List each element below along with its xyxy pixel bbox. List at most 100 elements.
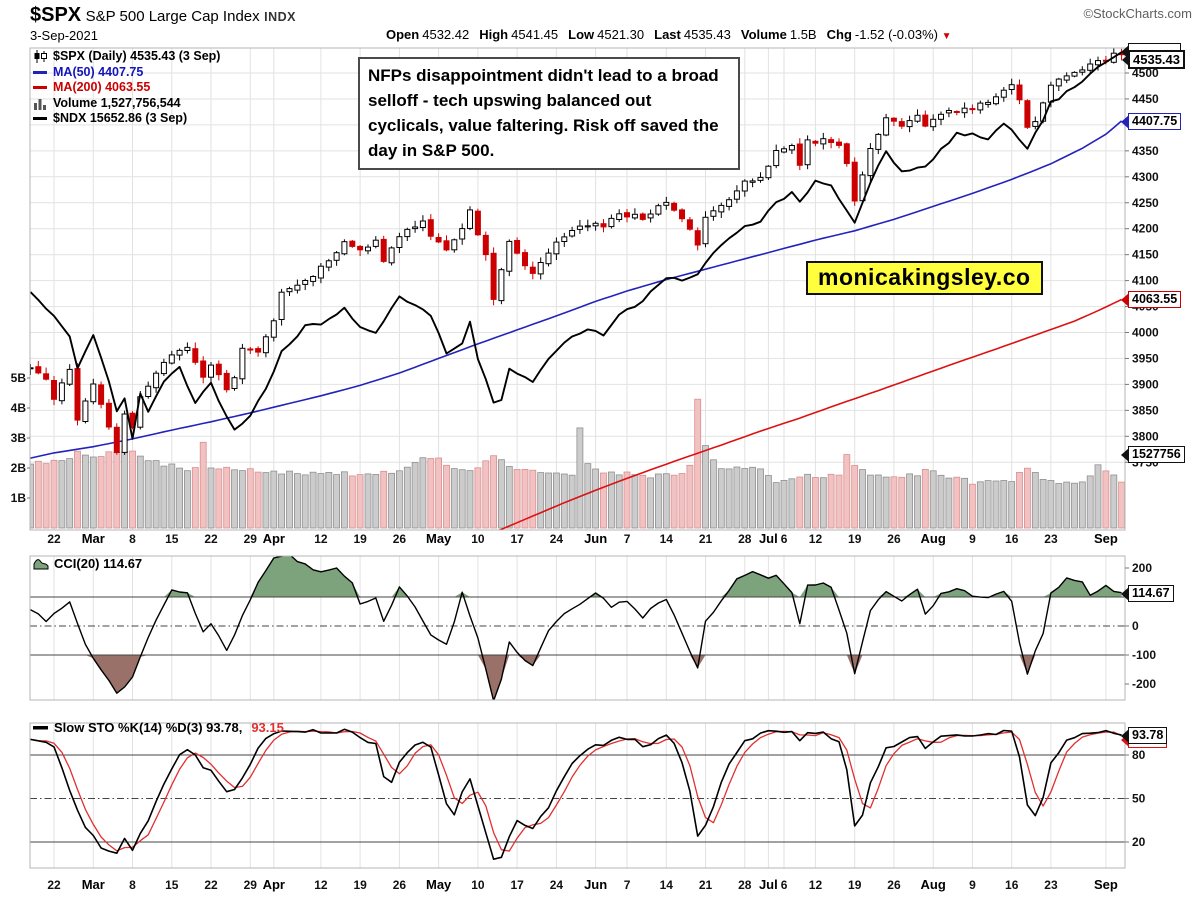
cci-tick-label: 0	[1132, 619, 1139, 633]
cci-area-icon	[33, 559, 49, 570]
price-tick-label: 3950	[1132, 351, 1159, 365]
date-tick-label: 16	[1005, 878, 1019, 892]
date-tick-label: 9	[969, 532, 976, 546]
price-tick-label: 3850	[1132, 403, 1159, 417]
date-tick-label: Mar	[82, 531, 105, 546]
date-tick-label: 15	[165, 532, 179, 546]
date-tick-label: Aug	[921, 531, 946, 546]
date-tick-label: 10	[471, 532, 485, 546]
sto-tick-label: 50	[1132, 792, 1146, 806]
cci-tick-label: 200	[1132, 561, 1152, 575]
change-down-triangle-icon: ▼	[941, 31, 952, 42]
ma50-line	[30, 120, 1123, 459]
sto-tick-label: 20	[1132, 835, 1146, 849]
volume-tick-label: 3B	[11, 431, 27, 445]
ma200-price-box: 4063.55	[1120, 291, 1182, 308]
axis-labels: 4500445044004350430042504200415041004050…	[11, 66, 1159, 892]
date-tick-label: 10	[471, 878, 485, 892]
date-tick-label: 8	[129, 878, 136, 892]
price-tick-label: 3800	[1132, 429, 1159, 443]
date-tick-label: 8	[129, 532, 136, 546]
price-tick-label: 4300	[1132, 170, 1159, 184]
date-tick-label: 12	[314, 878, 328, 892]
date-tick-label: Jun	[584, 531, 607, 546]
price-tick-label: 4500	[1132, 66, 1159, 80]
legend-spx: $SPX (Daily) 4535.43 (3 Sep)	[33, 49, 220, 65]
date-tick-label: 6	[781, 532, 788, 546]
sto-k-value-box: 93.78	[1120, 727, 1168, 744]
date-tick-label: 19	[848, 878, 862, 892]
date-tick-label: Sep	[1094, 531, 1118, 546]
price-tick-label: 4000	[1132, 326, 1159, 340]
price-tick-label: 4150	[1132, 248, 1159, 262]
date-tick-label: May	[426, 877, 452, 892]
date-tick-label: 29	[244, 878, 258, 892]
date-tick-label: 28	[738, 878, 752, 892]
ma200-line-icon	[33, 86, 47, 90]
price-tick-label: 4250	[1132, 196, 1159, 210]
volume-tick-label: 1B	[11, 491, 27, 505]
cci-panel	[30, 556, 1125, 700]
quote-volume: Volume 1.5B	[740, 27, 817, 42]
date-tick-label: 14	[660, 878, 674, 892]
date-tick-label: 26	[393, 878, 407, 892]
sto-panel	[30, 728, 1125, 861]
exchange-tag: INDX	[264, 10, 296, 24]
date-tick-label: Jun	[584, 877, 607, 892]
cci-legend: CCI(20) 114.67	[33, 556, 142, 571]
date-tick-label: May	[426, 531, 452, 546]
sto-tick-label: 80	[1132, 748, 1146, 762]
copyright-link[interactable]: ©StockCharts.com	[1083, 6, 1192, 21]
quote-row: Open 4532.42 High 4541.45 Low 4521.30 Last 4…	[386, 27, 952, 43]
date-tick-label: 24	[550, 532, 564, 546]
date-tick-label: Apr	[263, 531, 285, 546]
date-tick-label: 17	[510, 532, 524, 546]
chart-date: 3-Sep-2021	[30, 28, 98, 43]
date-tick-label: 23	[1044, 532, 1058, 546]
ma50-price-box: 4407.75	[1120, 113, 1182, 130]
price-tick-label: 4450	[1132, 92, 1159, 106]
date-tick-label: 21	[699, 878, 713, 892]
date-tick-label: 7	[624, 878, 631, 892]
cci-value-box: 114.67	[1121, 585, 1174, 602]
date-tick-label: 21	[699, 532, 713, 546]
cci-tick-label: -200	[1132, 677, 1156, 691]
date-tick-label: Jul	[759, 531, 778, 546]
date-tick-label: 9	[969, 878, 976, 892]
date-tick-label: 19	[848, 532, 862, 546]
last-price-box: 4535.43	[1122, 50, 1185, 69]
symbol: $SPX	[30, 4, 82, 26]
price-legend: $SPX (Daily) 4535.43 (3 Sep) MA(50) 4407…	[33, 49, 220, 127]
legend-ma50: MA(50) 4407.75	[33, 65, 220, 81]
date-tick-label: Aug	[921, 877, 946, 892]
date-tick-label: Apr	[263, 877, 285, 892]
cci-tick-label: -100	[1132, 648, 1156, 662]
quote-high: High 4541.45	[479, 27, 559, 42]
quote-change: Chg -1.52 (-0.03%) ▼	[826, 27, 952, 42]
date-tick-label: 22	[204, 532, 218, 546]
date-tick-label: 28	[738, 532, 752, 546]
candlestick-icon	[34, 50, 47, 64]
legend-volume: Volume 1,527,756,544	[33, 96, 220, 112]
date-tick-label: 19	[353, 532, 367, 546]
date-tick-label: 12	[314, 532, 328, 546]
candlestick-series	[30, 48, 1125, 455]
annotation-box: NFPs disappointment didn't lead to a bro…	[358, 57, 740, 170]
ndx-line	[30, 51, 1123, 440]
quote-last: Last 4535.43	[654, 27, 731, 42]
date-tick-label: Sep	[1094, 877, 1118, 892]
date-tick-label: 23	[1044, 878, 1058, 892]
ma200-line	[497, 298, 1122, 530]
sto-line-icon	[33, 726, 48, 730]
date-tick-label: Mar	[82, 877, 105, 892]
date-tick-label: 14	[660, 532, 674, 546]
date-tick-label: 22	[47, 532, 61, 546]
volume-bars-icon	[34, 98, 46, 110]
date-tick-label: 16	[1005, 532, 1019, 546]
sto-d-value: 93.15	[251, 720, 284, 735]
volume-tick-label: 4B	[11, 401, 27, 415]
date-tick-label: 29	[244, 532, 258, 546]
date-tick-label: 22	[204, 878, 218, 892]
